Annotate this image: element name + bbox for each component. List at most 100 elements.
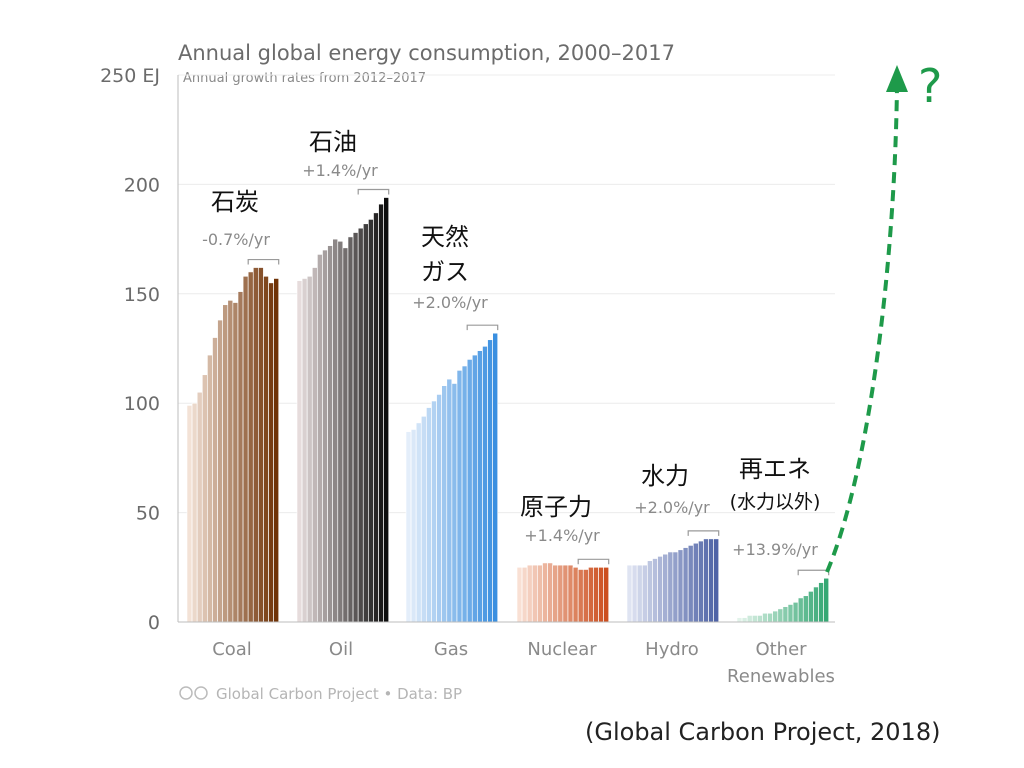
bar (552, 564, 559, 623)
bar (787, 604, 794, 623)
japanese-label: 石油 (309, 128, 357, 156)
bar (482, 346, 488, 623)
rate-label: +2.0%/yr (634, 498, 710, 517)
bar-group-oil (296, 197, 390, 623)
bar (636, 564, 643, 623)
category-label: Renewables (727, 666, 835, 687)
bar (477, 350, 483, 623)
citation: (Global Carbon Project, 2018) (585, 718, 940, 746)
dashed-arrow-line (825, 84, 899, 573)
bar (217, 319, 223, 623)
bar (237, 291, 244, 623)
bar-group-coal (186, 267, 280, 623)
bar (247, 271, 254, 623)
rate-bracket (797, 569, 830, 576)
bar (405, 431, 412, 623)
bar (383, 197, 390, 623)
bar (741, 617, 748, 623)
cc-icon (179, 686, 193, 700)
bar (487, 339, 493, 623)
bar (577, 569, 584, 623)
rate-label: -0.7%/yr (202, 230, 270, 249)
bar (687, 545, 694, 623)
by-icon (194, 686, 208, 700)
bar (342, 247, 349, 623)
bar (751, 615, 758, 623)
future-growth-arrow: ? (825, 59, 942, 573)
bar (415, 422, 422, 623)
category-label: Nuclear (527, 639, 597, 660)
bar (782, 606, 789, 623)
bar (652, 558, 658, 623)
bar (446, 378, 453, 623)
bar (242, 275, 249, 623)
bar (797, 597, 804, 623)
bar (306, 275, 313, 623)
category-label: Oil (329, 639, 353, 660)
bar (253, 267, 259, 623)
bar (317, 254, 323, 623)
bar (631, 564, 638, 623)
category-labels: Coal Oil Gas Nuclear Hydro Other Renewables (212, 639, 835, 687)
bar (692, 542, 699, 623)
japanese-label: 再エネ (739, 455, 811, 483)
bar (451, 383, 458, 623)
bar (456, 370, 463, 623)
rate-bracket (247, 258, 280, 265)
bar-group-other-renewables (736, 577, 830, 623)
bar (410, 429, 417, 623)
rate-label: +1.4%/yr (524, 526, 600, 545)
bar (537, 564, 543, 623)
bar-group-hydro (626, 538, 720, 623)
bar (557, 564, 564, 623)
bar (662, 553, 669, 623)
bar (191, 402, 198, 623)
bar (337, 240, 344, 623)
rate-label: +1.4%/yr (302, 161, 378, 180)
japanese-label: 天然 (421, 223, 469, 251)
bar (762, 612, 768, 623)
bar (492, 332, 499, 623)
bar (196, 391, 203, 623)
bar (713, 538, 720, 623)
bar (746, 615, 753, 623)
y-tick-label: 150 (124, 284, 160, 306)
bar (436, 394, 442, 623)
category-label: Gas (434, 639, 468, 660)
bar (357, 227, 364, 623)
bar (441, 385, 448, 623)
bar (641, 564, 648, 623)
category-label: Other (755, 639, 807, 660)
bar (626, 564, 633, 623)
rate-bracket (357, 188, 390, 195)
rate-bracket (687, 530, 720, 536)
footer-text: Global Carbon Project • Data: BP (216, 685, 462, 703)
bar (582, 569, 589, 623)
bar (202, 374, 208, 623)
bar (347, 236, 354, 623)
bar (368, 219, 374, 623)
bar (466, 359, 473, 623)
bar (327, 245, 333, 623)
y-tick-label: 50 (136, 503, 160, 525)
bar (311, 267, 318, 623)
bar (772, 610, 779, 623)
bar (222, 304, 228, 623)
japanese-label: 石炭 (211, 188, 259, 216)
bar (657, 556, 663, 623)
bar (547, 562, 553, 623)
y-axis-unit-label: 250 EJ (100, 65, 160, 87)
bar (420, 416, 427, 623)
bar (322, 249, 328, 623)
chart-subtitle: Annual growth rates from 2012–2017 (183, 71, 426, 86)
bar (808, 591, 814, 623)
bar (373, 212, 379, 623)
bar (461, 365, 468, 623)
y-tick-label: 0 (148, 612, 160, 634)
bar-group-nuclear (516, 562, 610, 623)
bar (431, 400, 437, 623)
bar (792, 602, 799, 623)
question-mark: ? (918, 59, 942, 113)
